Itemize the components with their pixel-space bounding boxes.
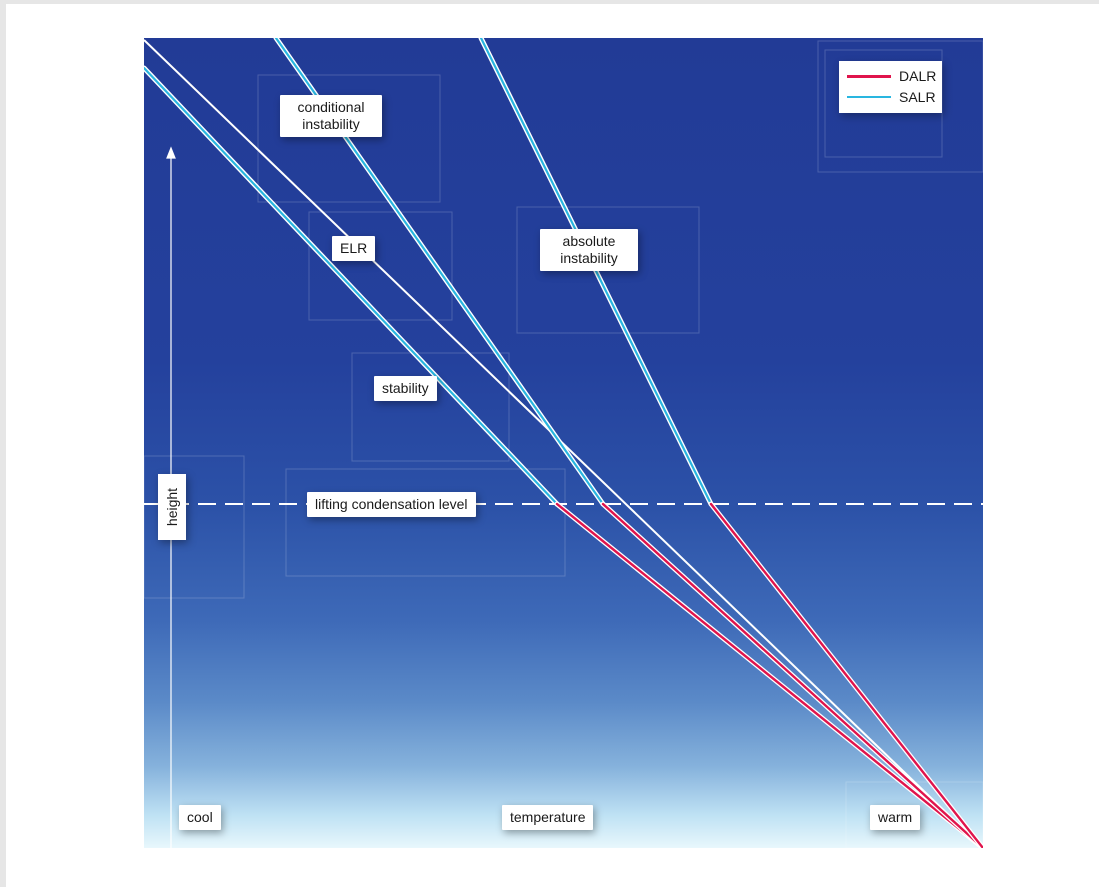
- guide-box: [817, 40, 983, 173]
- dalr-line-stability: [555, 502, 983, 848]
- dalr-line-conditional: [601, 502, 983, 848]
- legend-label-dalr: DALR: [899, 68, 937, 84]
- legend-item-dalr: DALR: [847, 67, 936, 85]
- guide-box: [824, 49, 943, 158]
- guide-box: [516, 206, 700, 334]
- lapse-lines: [144, 38, 983, 848]
- legend-item-salr: SALR: [847, 88, 936, 106]
- cool-label: cool: [179, 805, 221, 830]
- page-border-left: [0, 0, 6, 887]
- legend: DALR SALR: [839, 61, 942, 113]
- height-axis-label: height: [158, 474, 186, 540]
- dalr-line-absolute: [709, 502, 983, 848]
- guide-box: [144, 455, 245, 599]
- height-axis-text: height: [164, 487, 180, 527]
- salr-line-absolute: [479, 38, 713, 506]
- guide-box: [257, 74, 441, 203]
- salr-line-stability: [144, 66, 559, 506]
- stability-label: stability: [374, 376, 437, 401]
- guide-box: [351, 352, 510, 462]
- legend-label-salr: SALR: [899, 89, 936, 105]
- salr-swatch: [847, 96, 891, 98]
- absolute-instability-label: absolute instability: [540, 229, 638, 271]
- dalr-swatch: [847, 74, 891, 78]
- lcl-label: lifting condensation level: [307, 492, 476, 517]
- guide-box: [285, 468, 566, 577]
- page-border-top: [0, 0, 1099, 4]
- lapse-rate-diagram: [144, 38, 983, 848]
- conditional-instability-label: conditional instability: [280, 95, 382, 137]
- warm-label: warm: [870, 805, 921, 830]
- temperature-axis-label: temperature: [502, 805, 594, 830]
- elr-label: ELR: [332, 236, 376, 261]
